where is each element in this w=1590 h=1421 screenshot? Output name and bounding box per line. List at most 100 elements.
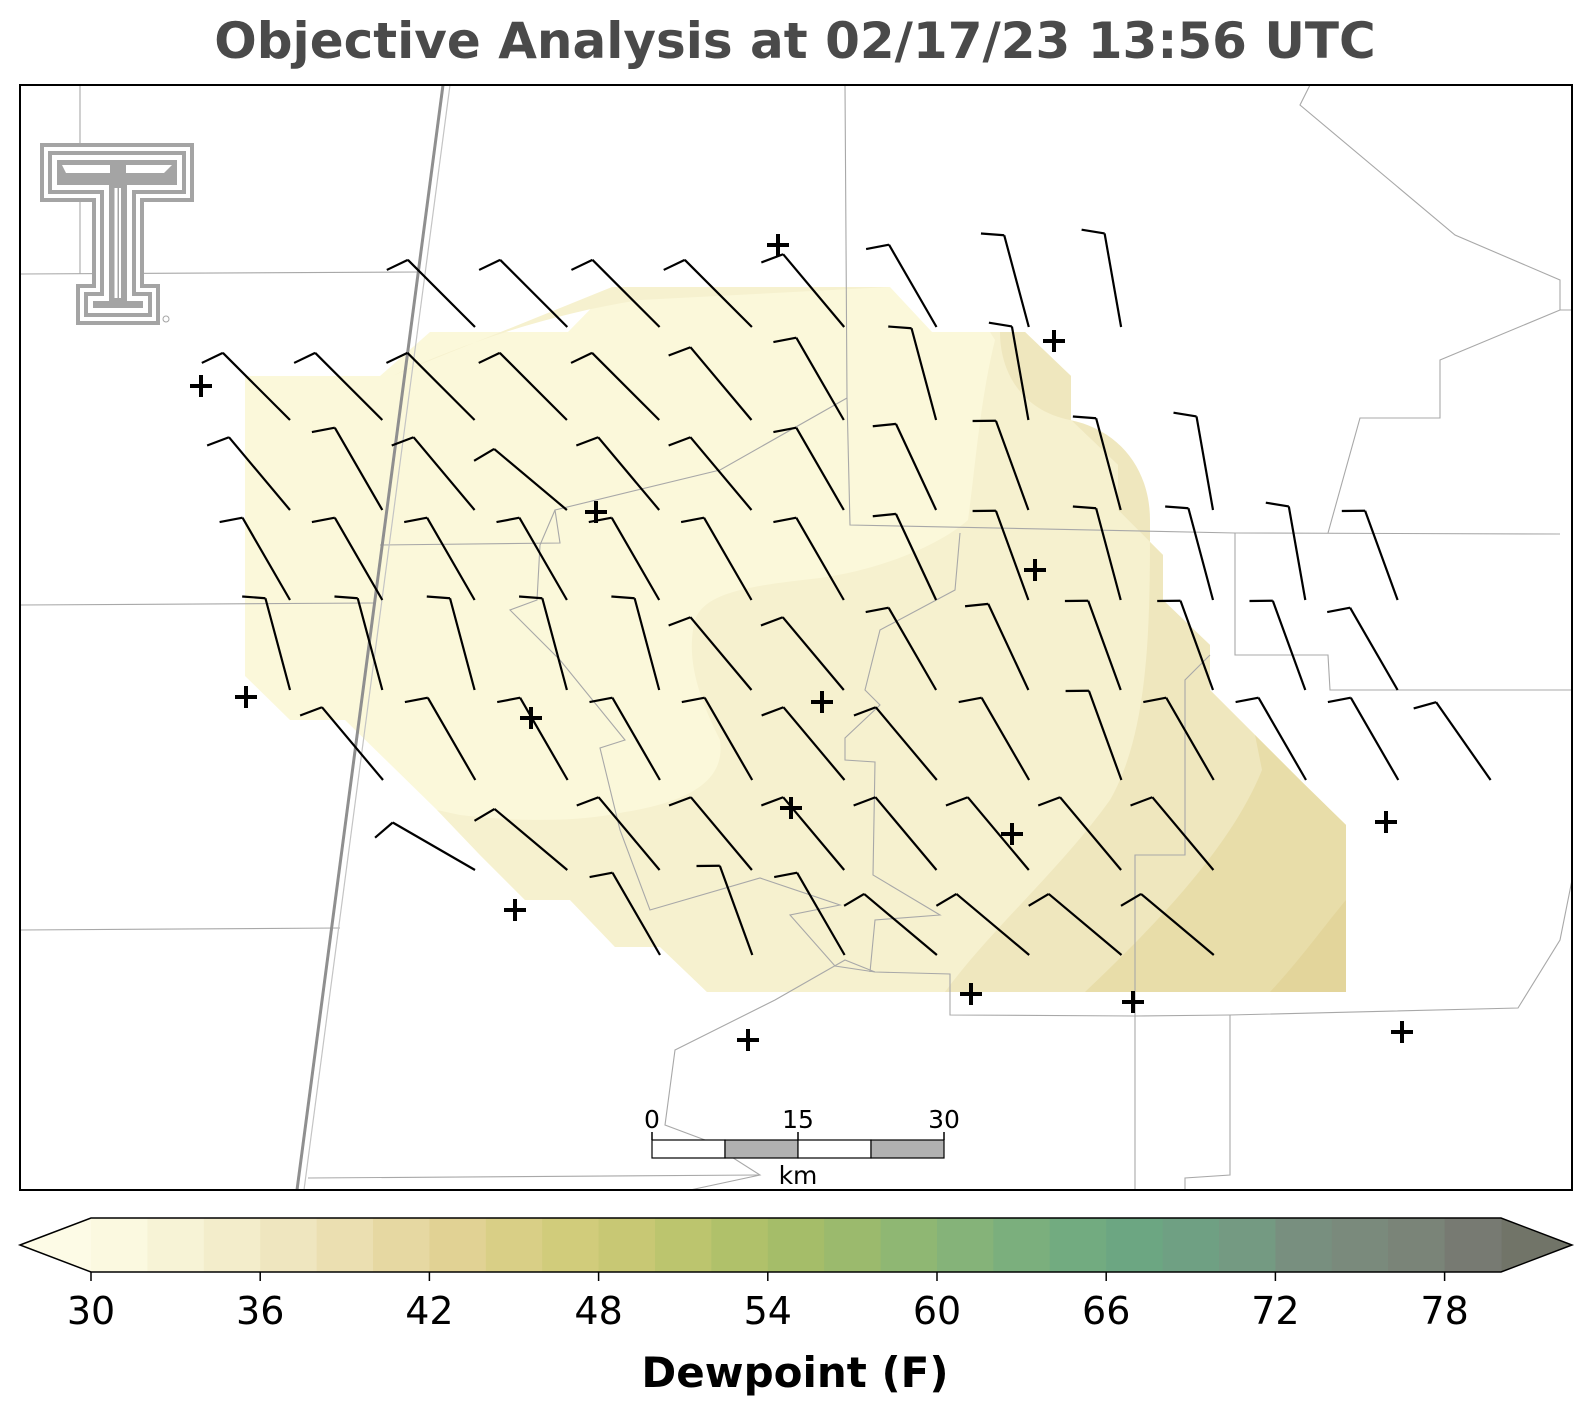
wind-barb	[403, 516, 476, 601]
wind-barb	[588, 516, 661, 601]
barb-flag	[478, 351, 501, 364]
wind-barb	[1028, 892, 1123, 956]
barb-shaft	[498, 352, 568, 421]
colorbar-cell	[485, 1218, 543, 1272]
wind-barb	[473, 447, 568, 511]
barb-flag	[1143, 696, 1167, 704]
map-frame	[19, 84, 1573, 1191]
wind-barb	[1143, 696, 1215, 781]
barb-flag	[760, 796, 784, 807]
wind-barb	[496, 516, 568, 601]
wind-barb	[680, 516, 753, 601]
barb-flag	[611, 595, 635, 600]
wind-barb	[935, 892, 1030, 956]
colorbar-cell	[1444, 1218, 1502, 1272]
barb-flag	[872, 512, 897, 518]
wind-barb	[1072, 505, 1122, 601]
barb-flag	[386, 258, 409, 271]
barb-shaft	[1010, 326, 1030, 421]
barb-shaft	[448, 597, 476, 691]
scale-unit: km	[779, 1161, 818, 1190]
barb-flag	[518, 595, 543, 600]
wind-barb	[1413, 701, 1492, 781]
wind-barb	[668, 616, 753, 691]
station-marker	[1391, 1021, 1413, 1043]
scale-segment	[797, 1139, 872, 1159]
barb-flag	[1326, 606, 1351, 614]
barb-flag	[773, 516, 797, 524]
wind-barb	[374, 821, 476, 871]
scale-label-0: 0	[644, 1105, 660, 1134]
barb-shaft	[406, 352, 476, 421]
barb-flag	[426, 595, 451, 600]
barb-shaft	[1349, 697, 1400, 781]
barb-shaft	[683, 259, 753, 328]
barb-shaft	[1059, 796, 1122, 871]
barb-flag	[1072, 505, 1097, 510]
barb-flag	[1173, 411, 1197, 418]
wind-barb	[945, 796, 1030, 871]
barb-shaft	[795, 337, 845, 421]
barb-flag	[242, 595, 266, 600]
wind-barb	[865, 243, 938, 328]
barb-flag	[588, 516, 612, 524]
barb-shaft	[782, 706, 846, 781]
colorbar-cell	[203, 1218, 261, 1272]
colorbar-cell	[260, 1218, 318, 1272]
barb-shaft	[689, 796, 753, 871]
barb-flag	[773, 336, 797, 344]
barb-flag	[1081, 228, 1105, 235]
colorbar-ticks: 30 36 42 48 54 60 66 72 78	[67, 1272, 1469, 1333]
barb-shaft	[1151, 796, 1215, 871]
barb-flag	[374, 821, 394, 839]
station-marker	[504, 899, 526, 921]
scale-segment	[651, 1139, 726, 1159]
wind-barb	[668, 796, 753, 871]
barb-shaft	[894, 513, 938, 601]
wind-barb	[760, 616, 845, 691]
barb-shaft	[426, 697, 477, 781]
wind-barb	[575, 436, 661, 511]
wind-barb	[1120, 892, 1215, 956]
barb-flag	[403, 516, 428, 524]
colorbar-cell	[655, 1218, 712, 1272]
barb-shaft	[591, 259, 661, 328]
barb-shaft	[1195, 416, 1215, 511]
barb-flag	[496, 516, 520, 524]
dewpoint-band-38-40	[1270, 900, 1346, 992]
colorbar-cell	[598, 1218, 656, 1272]
station-marker	[960, 983, 982, 1005]
wind-barb	[872, 512, 938, 601]
barb-flag	[575, 436, 599, 447]
barb-shaft	[781, 616, 845, 691]
wind-barb	[958, 696, 1031, 781]
barb-flag	[663, 258, 686, 271]
wind-barb	[1165, 505, 1215, 601]
colorbar-cell	[316, 1218, 374, 1272]
colorbar-cell	[1162, 1218, 1220, 1272]
barb-shaft	[1165, 697, 1215, 781]
barb-shaft	[980, 697, 1031, 781]
barb-shaft	[412, 436, 476, 511]
barb-shaft	[1179, 600, 1215, 691]
colorbar-tick-label: 36	[236, 1289, 284, 1333]
county-boundaries	[20, 85, 1572, 1190]
barb-shaft	[633, 597, 661, 691]
barb-flag	[760, 616, 784, 627]
barb-shaft	[597, 436, 661, 511]
colorbar-cell	[429, 1218, 487, 1272]
colorbar-under-arrow	[20, 1218, 91, 1272]
barb-flag	[843, 892, 865, 907]
scale-bar: 0 15 30 km	[644, 1105, 960, 1190]
barb-flag	[311, 426, 336, 434]
barb-shaft	[1003, 234, 1030, 328]
barb-flag	[958, 696, 982, 704]
wind-barb	[1235, 696, 1307, 781]
colorbar-cell	[880, 1218, 938, 1272]
barb-shaft	[894, 423, 938, 511]
wind-barb	[668, 346, 753, 421]
barb-shaft	[1435, 701, 1492, 781]
colorbar-tick-label: 54	[744, 1289, 792, 1333]
barb-shaft	[1257, 697, 1307, 781]
wind-barb	[988, 321, 1030, 421]
